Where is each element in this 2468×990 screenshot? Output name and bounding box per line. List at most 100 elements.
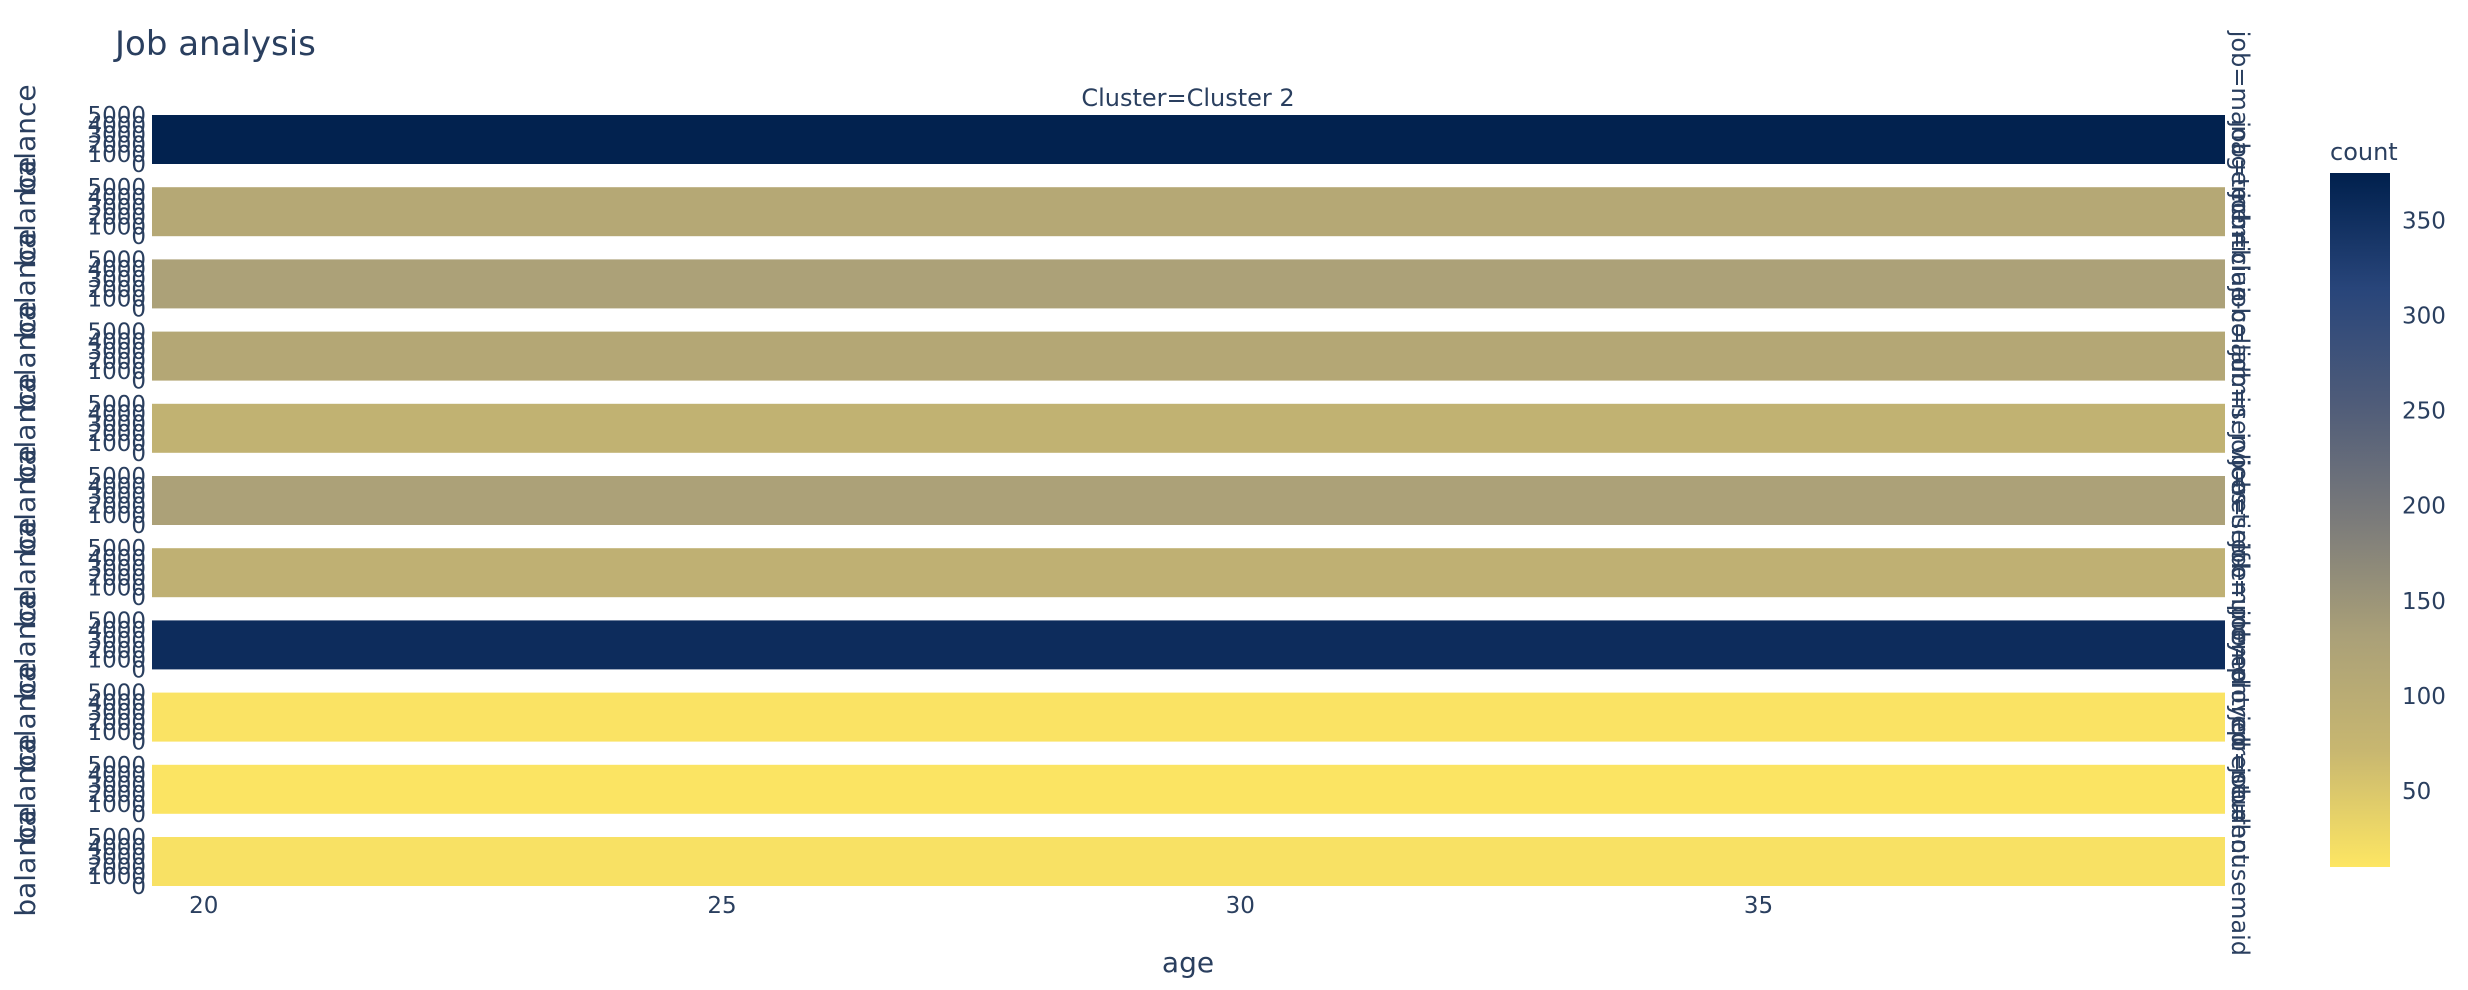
facet-row-label: job=self-employed	[2226, 459, 2254, 685]
facet-row-label: job=housemaid	[2226, 766, 2254, 956]
y-tick-label: 0	[131, 513, 146, 539]
y-tick-label: 1000	[87, 359, 146, 385]
y-axis-title: balance	[9, 301, 42, 411]
y-tick-label: 1000	[87, 287, 146, 313]
y-tick-label: 1000	[87, 575, 146, 601]
colorbar-title: count	[2330, 138, 2398, 166]
heatmap-cell	[152, 764, 2225, 814]
y-tick-label: 5000	[87, 681, 146, 707]
heatmap-cell	[152, 331, 2225, 381]
colorbar-gradient	[2330, 173, 2390, 867]
colorbar-tick-label: 150	[2402, 589, 2446, 615]
y-axis-title: balance	[9, 662, 42, 772]
y-tick-label: 2000	[87, 638, 146, 664]
heatmap-cell	[152, 620, 2225, 670]
facet-row-label: job=unemployed	[2226, 541, 2254, 748]
y-tick-label: 5000	[87, 103, 146, 129]
x-tick-label: 35	[1744, 893, 1773, 919]
y-tick-label: 3000	[87, 845, 146, 871]
y-tick-label: 5000	[87, 247, 146, 273]
y-tick-label: 2000	[87, 277, 146, 303]
y-axis-title: balance	[9, 518, 42, 628]
heatmap-cell	[152, 187, 2225, 237]
facet-row-label: job=retired	[2226, 431, 2254, 568]
y-tick-label: 5000	[87, 392, 146, 418]
x-tick-label: 30	[1226, 893, 1255, 919]
y-axis-title: balance	[9, 734, 42, 844]
y-axis-title: balance	[9, 445, 42, 555]
facet-row-label: job=admin.	[2226, 285, 2254, 426]
y-tick-label: 5000	[87, 753, 146, 779]
heatmap-cell	[152, 115, 2225, 164]
y-tick-label: 2000	[87, 421, 146, 447]
y-tick-label: 0	[131, 369, 146, 395]
y-axis-title: balance	[9, 806, 42, 916]
colorbar-tick-label: 250	[2402, 399, 2446, 425]
y-tick-label: 0	[131, 657, 146, 683]
y-tick-label: 2000	[87, 854, 146, 880]
y-axis-title: balance	[9, 590, 42, 700]
y-tick-label: 3000	[87, 772, 146, 798]
y-tick-label: 2000	[87, 349, 146, 375]
y-tick-label: 1000	[87, 503, 146, 529]
facet-row-label: job=technician	[2226, 120, 2254, 302]
x-tick-label: 25	[707, 893, 736, 919]
y-axis-title: balance	[9, 84, 42, 194]
y-tick-label: 4000	[87, 474, 146, 500]
y-tick-label: 4000	[87, 546, 146, 572]
heatmap-cell	[152, 476, 2225, 525]
y-tick-label: 3000	[87, 628, 146, 654]
y-tick-label: 1000	[87, 648, 146, 674]
y-tick-label: 0	[131, 730, 146, 756]
y-tick-label: 0	[131, 152, 146, 178]
y-tick-label: 3000	[87, 556, 146, 582]
y-tick-label: 2000	[87, 566, 146, 592]
y-axis-title: balance	[9, 373, 42, 483]
y-tick-label: 4000	[87, 690, 146, 716]
y-tick-label: 5000	[87, 464, 146, 490]
y-tick-label: 5000	[87, 175, 146, 201]
colorbar-tick-label: 300	[2402, 304, 2446, 330]
y-tick-label: 3000	[87, 411, 146, 437]
chart-title: Job analysis	[113, 24, 316, 64]
y-tick-label: 4000	[87, 113, 146, 139]
colorbar: count 50 100 150 200 250 300 350	[2330, 138, 2446, 867]
y-tick-label: 4000	[87, 185, 146, 211]
heatmap-cell	[152, 692, 2225, 742]
y-tick-label: 4000	[87, 763, 146, 789]
y-tick-label: 3000	[87, 267, 146, 293]
y-tick-label: 2000	[87, 205, 146, 231]
y-tick-label: 5000	[87, 608, 146, 634]
colorbar-tick-label: 100	[2402, 684, 2446, 710]
facet-row-label: job=entrepreneur	[2226, 609, 2254, 825]
y-tick-label: 3000	[87, 123, 146, 149]
facet-row-label: job=services	[2226, 350, 2254, 506]
y-tick-label: 0	[131, 802, 146, 828]
y-tick-label: 4000	[87, 835, 146, 861]
y-tick-label: 1000	[87, 864, 146, 890]
y-tick-label: 5000	[87, 536, 146, 562]
y-tick-label: 0	[131, 224, 146, 250]
y-tick-label: 4000	[87, 257, 146, 283]
y-tick-label: 0	[131, 441, 146, 467]
y-tick-label: 0	[131, 296, 146, 322]
heatmap-cell	[152, 259, 2225, 309]
x-axis: 20 25 30 35	[189, 893, 1773, 919]
x-axis-title: age	[1162, 946, 1214, 979]
facet-row-label: job=management	[2226, 30, 2254, 248]
facet-row-label: job=student	[2226, 714, 2254, 863]
y-tick-label: 1000	[87, 792, 146, 818]
y-tick-label: 3000	[87, 195, 146, 221]
y-tick-label: 2000	[87, 493, 146, 519]
heatmap-cell	[152, 548, 2225, 598]
